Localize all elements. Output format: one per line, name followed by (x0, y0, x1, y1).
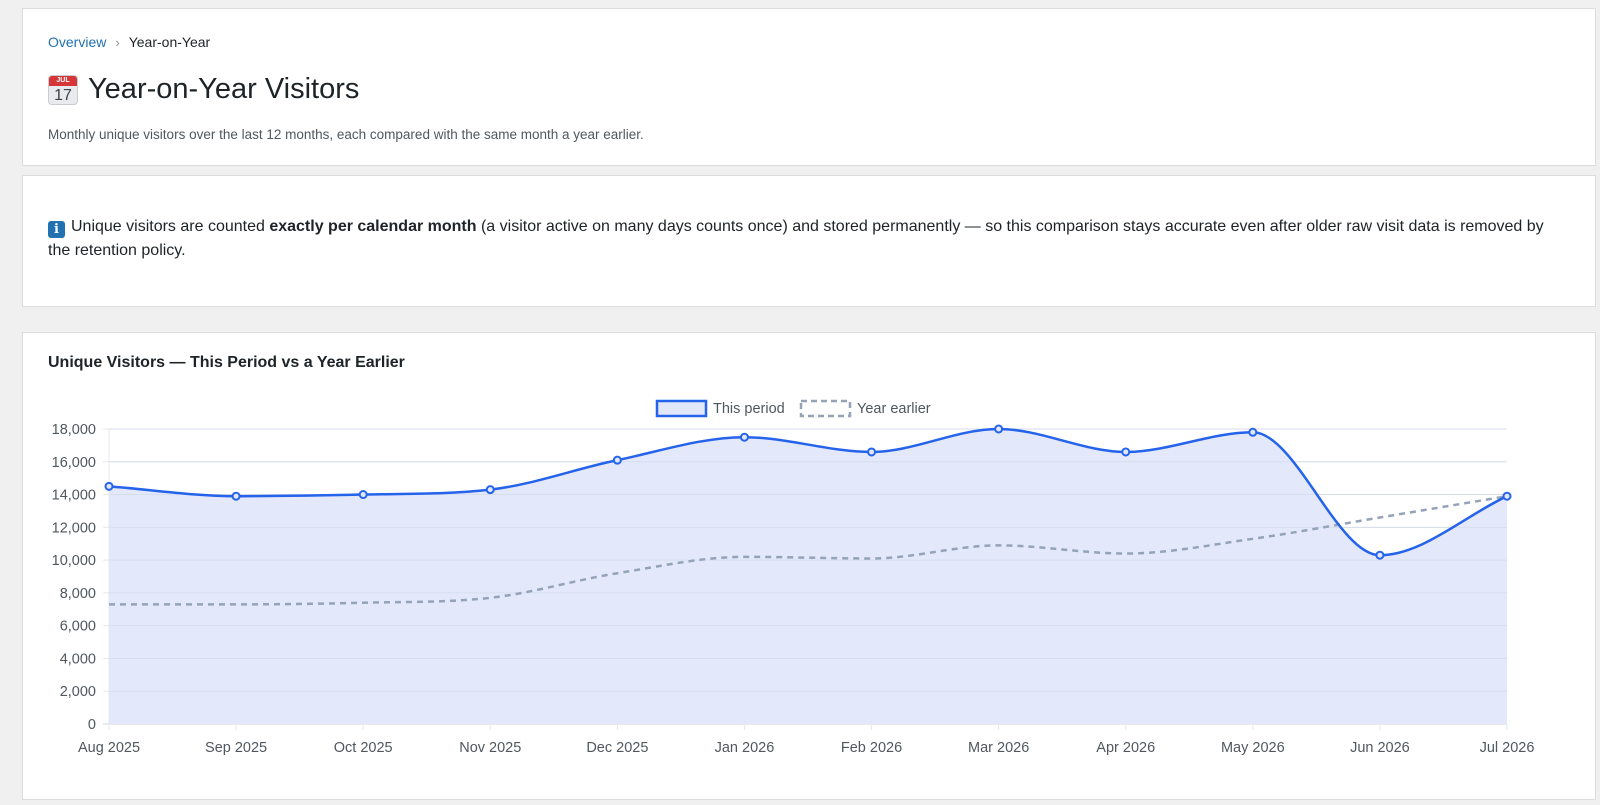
calendar-icon-month: JUL (49, 75, 77, 86)
this-period-point (1375, 550, 1385, 560)
info-text-after: (a visitor active on many days counts on… (48, 218, 1544, 259)
x-tick-label: Nov 2025 (459, 740, 521, 756)
info-text-before: Unique visitors are counted (71, 218, 270, 235)
x-tick-label: Mar 2026 (968, 740, 1029, 756)
this-period-point (104, 481, 114, 491)
x-tick-label: Sep 2025 (205, 740, 267, 756)
breadcrumb-current: Year-on-Year (128, 34, 211, 50)
x-tick-label: Jul 2026 (1480, 740, 1535, 756)
x-tick-label: Oct 2025 (334, 740, 393, 756)
y-tick-label: 8,000 (60, 586, 96, 602)
x-tick-label: Jun 2026 (1350, 740, 1410, 756)
this-period-point (1248, 427, 1258, 437)
y-tick-label: 16,000 (52, 455, 96, 471)
header-card: Overview › Year-on-Year JUL 17 Year-on-Y… (22, 8, 1596, 166)
y-tick-label: 14,000 (52, 488, 96, 504)
info-notice: i Unique visitors are counted exactly per… (48, 215, 1548, 263)
chart-card: Unique Visitors — This Period vs a Year … (22, 332, 1596, 800)
x-tick-label: Apr 2026 (1096, 740, 1155, 756)
calendar-icon-day: 17 (54, 86, 72, 104)
x-tick-label: Aug 2025 (78, 740, 140, 756)
x-tick-label: Dec 2025 (586, 740, 648, 756)
legend-swatch-year-earlier (799, 399, 852, 418)
this-period-point (231, 491, 241, 501)
x-tick-label: Feb 2026 (841, 740, 902, 756)
y-tick-label: 18,000 (52, 422, 96, 438)
legend-swatch-this-period (655, 399, 708, 418)
legend-label-year-earlier: Year earlier (857, 401, 931, 417)
y-tick-label: 12,000 (52, 520, 96, 536)
page-title: JUL 17 Year-on-Year Visitors (48, 73, 359, 106)
x-tick-label: May 2026 (1221, 740, 1285, 756)
this-period-point (1502, 491, 1512, 501)
this-period-point (739, 432, 749, 442)
this-period-point (867, 447, 877, 457)
chart-title: Unique Visitors — This Period vs a Year … (48, 354, 405, 371)
page-subtitle: Monthly unique visitors over the last 12… (48, 127, 644, 142)
info-text-bold: exactly per calendar month (269, 218, 477, 235)
breadcrumb: Overview › Year-on-Year (48, 34, 210, 50)
page-title-text: Year-on-Year Visitors (88, 73, 360, 105)
breadcrumb-overview-link[interactable]: Overview (48, 34, 107, 50)
y-tick-label: 4,000 (60, 651, 96, 667)
y-tick-label: 2,000 (60, 684, 96, 700)
this-period-area (109, 429, 1507, 724)
y-tick-label: 0 (88, 717, 96, 733)
this-period-point (994, 424, 1004, 434)
calendar-icon: JUL 17 (48, 74, 78, 105)
legend-label-this-period: This period (713, 401, 785, 417)
this-period-point (1121, 447, 1131, 457)
visitors-line-chart: 0 2,000 4,000 6,000 8,000 10,000 12,000 14,000 1… (52, 399, 1535, 756)
this-period-line (108, 427, 1508, 557)
this-period-point (485, 485, 495, 495)
x-tick-label: Jan 2026 (715, 740, 775, 756)
y-tick-label: 6,000 (60, 619, 96, 635)
info-card: i Unique visitors are counted exactly per… (22, 175, 1596, 307)
y-tick-label: 10,000 (52, 553, 96, 569)
this-period-point (358, 490, 368, 500)
info-icon: i (48, 221, 65, 238)
breadcrumb-separator: › (115, 34, 120, 50)
this-period-point (612, 455, 622, 465)
